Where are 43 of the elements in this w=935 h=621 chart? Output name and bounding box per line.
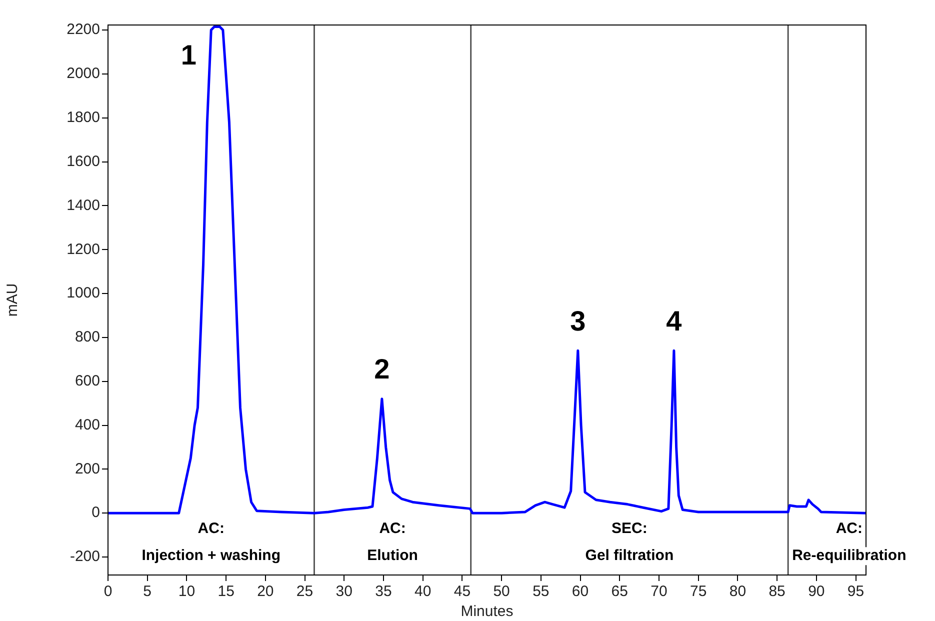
annotation: 1 <box>180 40 196 71</box>
x-tick-label: 60 <box>572 583 589 600</box>
x-tick-label: 55 <box>532 583 550 600</box>
x-tick-label: 35 <box>375 583 392 600</box>
y-tick-label: 600 <box>74 372 100 390</box>
y-tick-label: 1800 <box>66 109 100 126</box>
y-tick-label: 2000 <box>66 65 100 82</box>
x-tick-label: 65 <box>611 583 628 600</box>
x-tick-label: 10 <box>178 583 196 600</box>
y-tick-label: 1400 <box>66 196 100 214</box>
annotation: AC: Re-equilibration <box>792 520 906 564</box>
x-tick-label: 95 <box>847 583 864 600</box>
y-tick-label: 1200 <box>66 240 100 258</box>
y-tick-label: 800 <box>74 328 100 346</box>
x-tick-label: 40 <box>414 583 432 600</box>
y-tick-label: 1000 <box>66 284 100 302</box>
y-tick-label: -200 <box>70 548 100 566</box>
x-tick-label: 70 <box>650 583 668 600</box>
annotation: 2 <box>374 354 390 385</box>
x-tick-label: 85 <box>768 583 786 600</box>
annotation: AC: Elution <box>367 520 418 564</box>
x-tick-label: 80 <box>729 583 746 600</box>
y-axis-title: mAU <box>4 283 22 317</box>
annotation: 4 <box>666 305 682 336</box>
x-tick-label: 90 <box>808 583 825 600</box>
y-tick-label: 1600 <box>66 152 100 170</box>
x-tick-label: 30 <box>336 583 352 600</box>
y-tick-label: 200 <box>74 460 100 478</box>
x-tick-label: 0 <box>104 583 112 600</box>
x-tick-label: 20 <box>257 583 274 600</box>
y-tick-label: 2200 <box>66 21 100 38</box>
x-tick-label: 15 <box>218 583 234 600</box>
y-tick-label: 0 <box>92 504 100 522</box>
x-tick-label: 25 <box>296 583 314 600</box>
x-tick-label: 5 <box>143 583 152 600</box>
annotation: 3 <box>570 305 586 336</box>
y-tick-label: 400 <box>74 416 100 434</box>
x-tick-label: 75 <box>690 583 707 600</box>
x-tick-label: 45 <box>454 583 471 600</box>
x-tick-label: 50 <box>493 583 510 600</box>
annotation: SEC: Gel filtration <box>585 520 674 564</box>
x-axis-title: Minutes <box>460 603 514 620</box>
annotation: AC: Injection + washing <box>142 520 281 564</box>
